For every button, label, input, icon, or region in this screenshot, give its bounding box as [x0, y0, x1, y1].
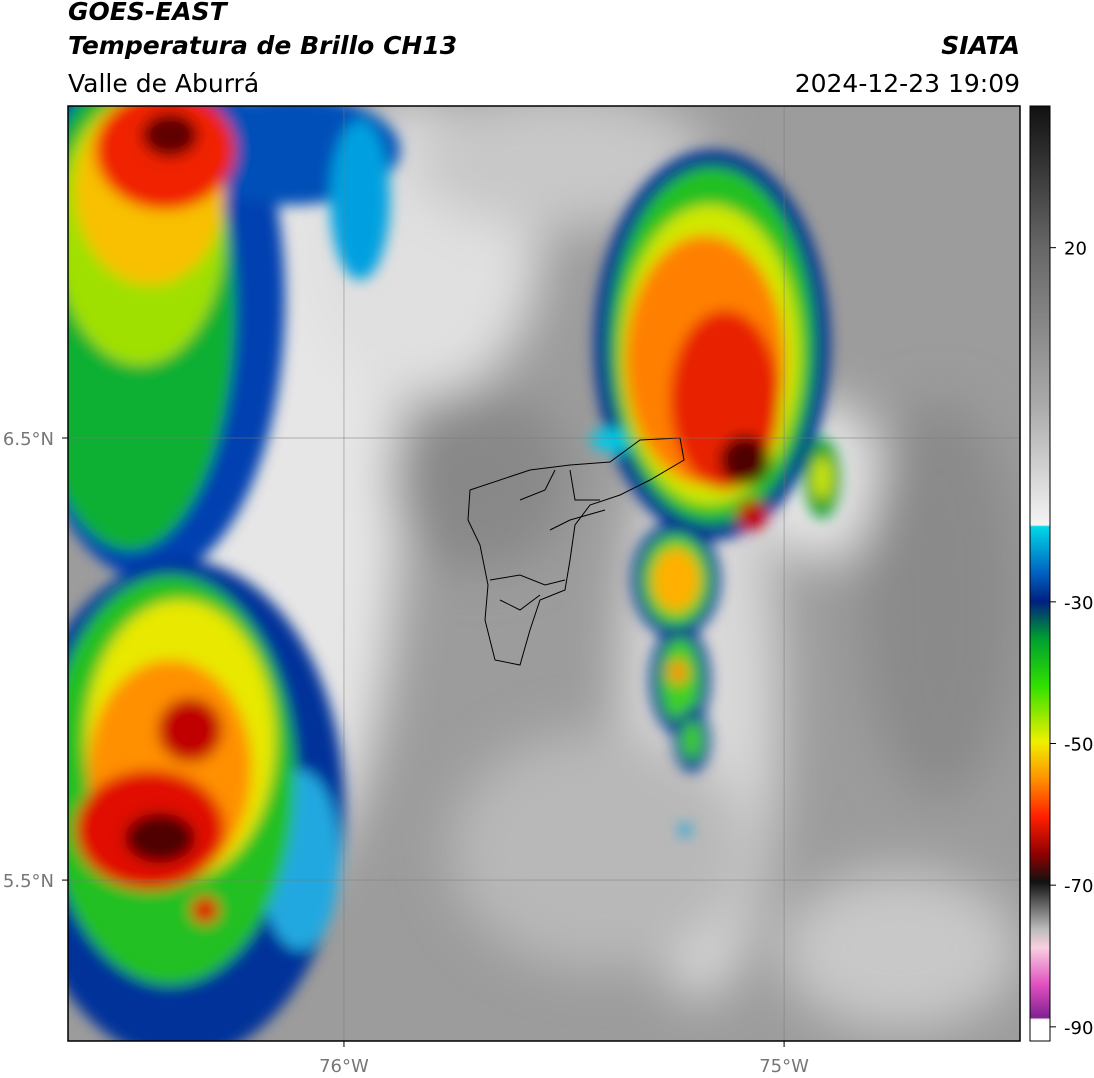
- x-tick-label: 76°W: [319, 1056, 369, 1077]
- colorbar-tick-label: 20: [1064, 239, 1087, 260]
- product-title: Temperatura de Brillo CH13: [68, 31, 457, 60]
- map-grid: [62, 106, 1020, 1047]
- map-frame: [67, 105, 1021, 1042]
- colorbar-tick-label: -50: [1064, 735, 1093, 756]
- source-label: SIATA: [941, 31, 1020, 60]
- x-tick-label: 75°W: [759, 1056, 809, 1077]
- y-tick-label: 5.5°N: [3, 871, 54, 892]
- datetime-label: 2024-12-23 19:09: [795, 69, 1020, 98]
- colorbar-tick-label: -90: [1064, 1018, 1093, 1039]
- satellite-title: GOES-EAST: [68, 0, 229, 26]
- colorbar: [1029, 105, 1051, 1042]
- colorbar-tick-label: -70: [1064, 876, 1093, 897]
- y-tick-label: 6.5°N: [3, 429, 54, 450]
- satellite-image: [68, 106, 1020, 1041]
- colorbar-tick-label: -30: [1064, 593, 1093, 614]
- region-title: Valle de Aburrá: [68, 69, 259, 98]
